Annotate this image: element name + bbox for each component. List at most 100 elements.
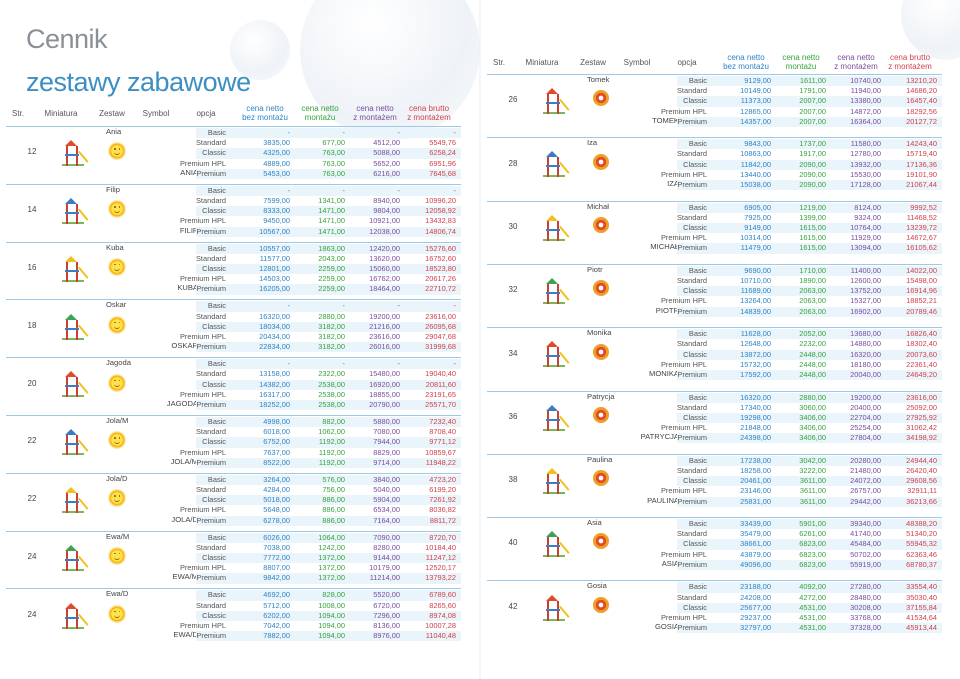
table-row: Classic 11373,00 2007,00 13380,00 16457,40 — [481, 96, 960, 106]
net-price-with-assembly: 7080,00 — [373, 427, 400, 437]
row-stripe — [196, 263, 461, 275]
row-option: Standard — [196, 195, 226, 205]
net-price-without-assembly: 14839,00 — [740, 306, 771, 316]
row-option: Basic — [688, 139, 707, 149]
header-miniatura: Miniatura — [44, 109, 78, 118]
row-stripe — [196, 417, 461, 428]
table-row: Basic 10557,00 1863,00 12420,00 15276,60 — [0, 244, 479, 254]
playset-block: Monika 34 MONIKA Basic 11628,00 2052,00 13680,… — [481, 327, 960, 382]
gross-price-with-assembly: 20073,60 — [906, 349, 937, 359]
block-separator — [6, 530, 461, 532]
assembly-price: 3406,00 — [799, 423, 826, 433]
net-price-without-assembly: - — [287, 359, 290, 369]
playset-symbol: ANIA — [180, 167, 198, 177]
block-separator — [6, 241, 461, 243]
table-row: Basic - - - - — [0, 301, 479, 311]
table-row: Classic 12801,00 2259,00 15060,00 18523,80 — [0, 264, 479, 274]
net-price-with-assembly: 23616,00 — [369, 331, 400, 341]
net-price-with-assembly: 17128,00 — [850, 180, 881, 190]
playset-symbol: MONIKA — [649, 368, 679, 378]
row-stripe — [677, 265, 942, 277]
row-option: Premium HPL — [180, 274, 226, 284]
net-price-without-assembly: 22834,00 — [259, 342, 290, 352]
net-price-with-assembly: 21216,00 — [369, 321, 400, 331]
table-row: Basic 9690,00 1710,00 11400,00 14022,00 — [481, 266, 960, 276]
net-price-with-assembly: 20400,00 — [850, 402, 881, 412]
block-separator — [6, 183, 461, 185]
table-row: Premium HPL 9450,00 1471,00 10921,00 13432,8… — [0, 216, 479, 226]
table-row: Premium 15038,00 2090,00 17128,00 21067,44 — [481, 180, 960, 190]
table-row: Basic - - - - — [0, 186, 479, 196]
net-price-with-assembly: 7944,00 — [373, 437, 400, 447]
playset-name: Patrycja — [587, 391, 615, 401]
row-option: Premium — [677, 433, 707, 443]
net-price-with-assembly: 55919,00 — [850, 559, 881, 569]
net-price-with-assembly: 16902,00 — [850, 306, 881, 316]
assembly-price: - — [342, 359, 345, 369]
gross-price-with-assembly: 11468,52 — [906, 212, 937, 222]
gross-price-with-assembly: 17136,36 — [906, 159, 937, 169]
table-row: Premium HPL 7637,00 1192,00 8829,00 10859,67 — [0, 448, 479, 458]
gross-price-with-assembly: 9771,12 — [429, 437, 456, 447]
page-number: 22 — [27, 436, 37, 446]
block-separator — [6, 415, 461, 416]
row-stripe — [677, 349, 942, 360]
playset-symbol: PAULINA — [647, 495, 679, 505]
net-price-with-assembly: 20790,00 — [369, 399, 400, 409]
row-option: Basic — [688, 76, 707, 85]
row-stripe — [196, 399, 461, 411]
gross-price-with-assembly: 45913,44 — [906, 623, 937, 633]
assembly-price: 4092,00 — [799, 582, 826, 592]
net-price-without-assembly: 5648,00 — [263, 505, 290, 515]
playset-thumbnail — [62, 601, 89, 629]
playset-name: Tomek — [587, 75, 610, 84]
gross-price-with-assembly: 16105,62 — [906, 243, 937, 253]
playset-name: Asia — [587, 518, 602, 528]
block-separator — [487, 390, 942, 392]
net-price-without-assembly: 25677,00 — [740, 602, 771, 612]
playset-block: Filip 14 FILIP Basic - - - - Standard 7599,00 1341… — [0, 183, 479, 239]
header-c3-line2: z montażem — [353, 113, 397, 122]
gross-price-with-assembly: 13793,22 — [425, 573, 456, 583]
net-price-with-assembly: 16320,00 — [850, 349, 881, 359]
table-row: Basic 23188,00 4092,00 27280,00 33554,40 — [481, 582, 960, 592]
row-option: Classic — [683, 159, 707, 169]
row-option: Basic — [688, 582, 707, 592]
gross-price-with-assembly: 20811,60 — [425, 379, 456, 389]
assembly-price: 1094,00 — [318, 610, 345, 620]
gross-price-with-assembly: 25092,00 — [906, 402, 937, 412]
gross-price-with-assembly: 23616,00 — [906, 392, 937, 402]
assembly-price: 3611,00 — [799, 476, 826, 486]
playset-thumbnail — [543, 86, 570, 115]
bubble-decoration — [230, 20, 290, 80]
assembly-price: 3611,00 — [799, 496, 826, 506]
row-stripe — [196, 185, 461, 196]
gross-price-with-assembly: 12520,17 — [425, 563, 456, 573]
assembly-price: 3182,00 — [318, 331, 345, 341]
row-option: Standard — [196, 138, 226, 148]
playset-name: Monika — [587, 328, 612, 338]
playset-name: Filip — [106, 184, 120, 194]
row-stripe — [196, 437, 461, 448]
series-logo-icon — [593, 470, 609, 487]
net-price-without-assembly: 5712,00 — [263, 600, 290, 610]
net-price-without-assembly: 6202,00 — [263, 610, 290, 620]
gross-price-with-assembly: 31999,68 — [425, 342, 456, 352]
gross-price-with-assembly: 22710,72 — [425, 284, 456, 294]
gross-price-with-assembly: 8036,82 — [429, 505, 456, 515]
sun-mascot-icon — [108, 546, 126, 565]
table-row: Standard 10710,00 1890,00 12600,00 15498,00 — [481, 276, 960, 286]
playset-symbol: PATRYCJA — [640, 432, 679, 442]
net-price-with-assembly: 5904,00 — [373, 495, 400, 505]
row-option: Premium HPL — [661, 169, 707, 179]
table-row: Standard 5712,00 1008,00 6720,00 8265,60 — [0, 601, 479, 611]
assembly-price: 1471,00 — [318, 226, 345, 236]
net-price-without-assembly: 43879,00 — [740, 549, 771, 559]
page-number: 38 — [508, 475, 518, 485]
net-price-with-assembly: 5880,00 — [373, 417, 400, 426]
row-stripe — [677, 539, 942, 550]
series-logo-icon — [593, 280, 609, 297]
row-stripe — [196, 243, 461, 254]
assembly-price: 2090,00 — [799, 180, 826, 190]
net-price-with-assembly: 11214,00 — [369, 573, 400, 583]
